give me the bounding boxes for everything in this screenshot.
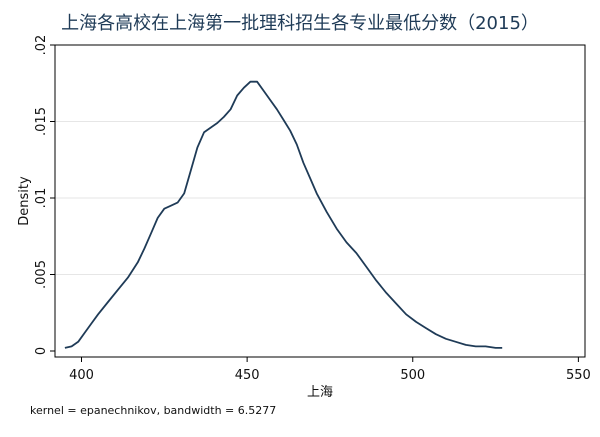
x-tick-label: 500 (400, 368, 425, 383)
kernel-note: kernel = epanechnikov, bandwidth = 6.527… (30, 404, 276, 417)
y-tick-label: .015 (34, 107, 49, 136)
x-axis-label: 上海 (307, 385, 333, 400)
y-tick-label: .01 (34, 188, 49, 209)
x-tick-label: 400 (69, 368, 94, 383)
x-tick-label: 450 (235, 368, 260, 383)
plot-frame (54, 44, 586, 358)
x-axis: 400 450 500 550 (69, 357, 591, 383)
y-axis-label: Density (17, 176, 32, 226)
y-tick-label: .005 (34, 260, 49, 289)
y-axis: 0 .005 .01 .015 .02 (34, 35, 55, 355)
chart-title: 上海各高校在上海第一批理科招生各专业最低分数（2015） (61, 13, 539, 34)
y-tick-label: 0 (34, 347, 49, 355)
y-tick-label: .02 (34, 35, 49, 56)
density-curve (64, 80, 503, 349)
x-tick-label: 550 (566, 368, 591, 383)
